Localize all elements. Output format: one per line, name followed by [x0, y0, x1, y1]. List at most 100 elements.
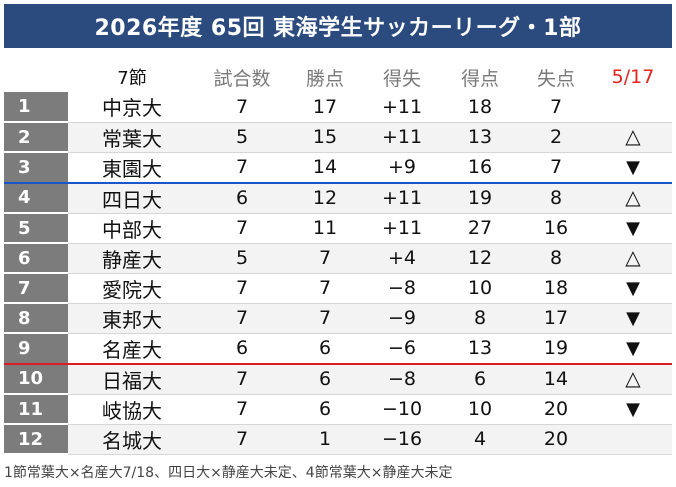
trend-cell: ▼ — [594, 152, 672, 184]
played-cell: 7 — [196, 213, 288, 244]
standings-body: 1 中京大 7 17 +11 18 7 2 常葉大 5 15 +11 13 2 △ 3 東園大 7 14 +9 16 7 ▼… — [4, 92, 672, 455]
goals-against-cell: 8 — [518, 243, 594, 274]
rank-cell: 10 — [4, 363, 68, 395]
rank-cell: 4 — [4, 182, 68, 214]
goal-diff-cell: −6 — [362, 333, 442, 365]
goal-diff-cell: −10 — [362, 394, 442, 425]
points-cell: 7 — [288, 303, 362, 334]
team-name: 名産大 — [68, 333, 196, 365]
goals-for-cell: 12 — [442, 243, 518, 274]
table-row: 5 中部大 7 11 +11 27 16 ▼ — [4, 213, 672, 244]
rank-cell: 9 — [4, 333, 68, 365]
down-triangle-icon: ▼ — [626, 157, 640, 178]
goal-diff-cell: +11 — [362, 92, 442, 123]
trend-cell — [594, 424, 672, 455]
goal-diff-cell: +4 — [362, 243, 442, 274]
points-cell: 12 — [288, 182, 362, 214]
table-row: 7 愛院大 7 7 −8 10 18 ▼ — [4, 273, 672, 304]
goals-against-cell: 8 — [518, 182, 594, 214]
team-name: 名城大 — [68, 424, 196, 455]
goals-against-cell: 7 — [518, 92, 594, 123]
team-name: 中京大 — [68, 92, 196, 123]
team-name: 東園大 — [68, 152, 196, 184]
rank-cell: 3 — [4, 152, 68, 184]
points-cell: 7 — [288, 273, 362, 304]
down-triangle-icon: ▼ — [626, 308, 640, 329]
up-triangle-icon: △ — [625, 124, 641, 148]
rank-column-header — [4, 62, 68, 92]
points-cell: 17 — [288, 92, 362, 123]
down-triangle-icon: ▼ — [626, 278, 640, 299]
table-row: 2 常葉大 5 15 +11 13 2 △ — [4, 122, 672, 153]
played-cell: 7 — [196, 273, 288, 304]
played-cell: 7 — [196, 92, 288, 123]
team-name: 中部大 — [68, 213, 196, 244]
played-cell: 7 — [196, 152, 288, 184]
down-triangle-icon: ▼ — [626, 218, 640, 239]
goals-for-cell: 13 — [442, 333, 518, 365]
goals-for-column-header: 得点 — [460, 67, 499, 90]
team-name: 四日大 — [68, 182, 196, 214]
goals-against-cell: 16 — [518, 213, 594, 244]
points-cell: 7 — [288, 243, 362, 274]
rank-cell: 1 — [4, 92, 68, 123]
footnote: 1節常葉大×名産大7/18、四日大×静産大未定、4節常葉大×静産大未定 — [4, 465, 453, 481]
up-triangle-icon: △ — [625, 185, 641, 209]
team-name: 日福大 — [68, 363, 196, 395]
trend-cell: △ — [594, 243, 672, 274]
goals-against-cell: 20 — [518, 394, 594, 425]
standings-table: 7節 試合数 勝点 得失 得点 失点 5/17 1 中京大 7 17 +11 18 7 2 常葉… — [4, 62, 672, 455]
rank-cell: 11 — [4, 394, 68, 425]
goals-for-cell: 13 — [442, 122, 518, 153]
goal-diff-cell: −8 — [362, 273, 442, 304]
played-cell: 6 — [196, 333, 288, 365]
played-cell: 5 — [196, 122, 288, 153]
goals-against-cell: 17 — [518, 303, 594, 334]
goal-diff-column-header: 得失 — [382, 67, 421, 90]
trend-cell: △ — [594, 363, 672, 395]
goal-diff-cell: −8 — [362, 363, 442, 395]
rank-cell: 12 — [4, 424, 68, 455]
played-cell: 7 — [196, 424, 288, 455]
points-cell: 6 — [288, 333, 362, 365]
goals-for-cell: 10 — [442, 273, 518, 304]
table-row: 9 名産大 6 6 −6 13 19 ▼ — [4, 333, 672, 365]
goal-diff-cell: +11 — [362, 213, 442, 244]
trend-cell — [594, 92, 672, 123]
goals-against-cell: 18 — [518, 273, 594, 304]
down-triangle-icon: ▼ — [626, 338, 640, 359]
trend-cell: ▼ — [594, 273, 672, 304]
table-header-row: 7節 試合数 勝点 得失 得点 失点 5/17 — [4, 62, 672, 92]
points-cell: 15 — [288, 122, 362, 153]
goals-for-cell: 10 — [442, 394, 518, 425]
goal-diff-cell: −16 — [362, 424, 442, 455]
table-row: 8 東邦大 7 7 −9 8 17 ▼ — [4, 303, 672, 334]
trend-cell: ▼ — [594, 394, 672, 425]
goals-for-cell: 4 — [442, 424, 518, 455]
goals-for-cell: 19 — [442, 182, 518, 214]
rank-cell: 5 — [4, 213, 68, 244]
down-triangle-icon: ▼ — [626, 399, 640, 420]
played-cell: 7 — [196, 394, 288, 425]
team-name: 東邦大 — [68, 303, 196, 334]
team-name: 静産大 — [68, 243, 196, 274]
goals-against-cell: 20 — [518, 424, 594, 455]
played-cell: 7 — [196, 303, 288, 334]
team-name: 常葉大 — [68, 122, 196, 153]
points-cell: 6 — [288, 394, 362, 425]
goals-against-column-header: 失点 — [536, 67, 575, 90]
table-row: 6 静産大 5 7 +4 12 8 △ — [4, 243, 672, 274]
goals-for-cell: 27 — [442, 213, 518, 244]
team-name: 愛院大 — [68, 273, 196, 304]
table-row: 10 日福大 7 6 −8 6 14 △ — [4, 363, 672, 395]
played-cell: 7 — [196, 363, 288, 395]
trend-cell: ▼ — [594, 333, 672, 365]
table-row: 1 中京大 7 17 +11 18 7 — [4, 92, 672, 123]
points-column-header: 勝点 — [305, 67, 344, 90]
round-header: 7節 — [117, 68, 147, 89]
points-cell: 11 — [288, 213, 362, 244]
table-row: 12 名城大 7 1 −16 4 20 — [4, 424, 672, 455]
team-name: 岐協大 — [68, 394, 196, 425]
goals-for-cell: 8 — [442, 303, 518, 334]
played-cell: 6 — [196, 182, 288, 214]
